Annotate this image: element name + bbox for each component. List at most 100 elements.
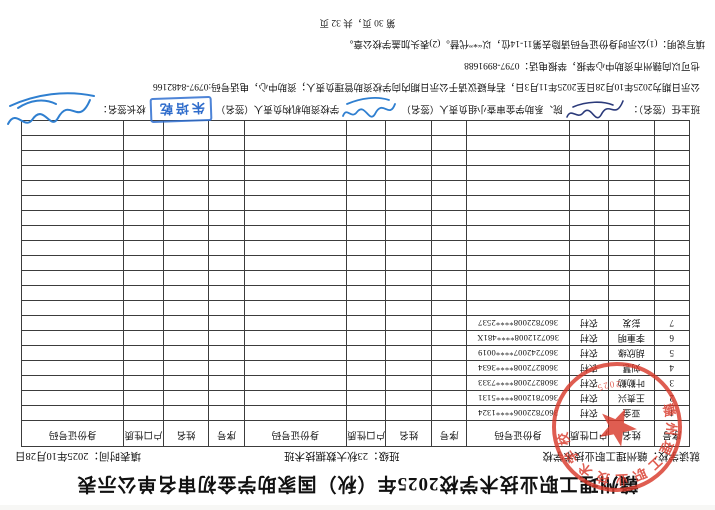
- table-cell: 胡欣缘: [608, 345, 655, 361]
- column-header: 户口性质: [123, 420, 164, 447]
- table-cell: [21, 405, 124, 421]
- table-cell: [123, 135, 164, 151]
- school-field: 就读学校：赣州理工职业技术学校: [543, 449, 701, 464]
- column-header: 身份证号码: [466, 420, 570, 447]
- table-cell: [123, 270, 164, 286]
- table-cell: [569, 180, 609, 196]
- table-cell: [163, 225, 209, 241]
- table-cell: [21, 240, 124, 256]
- table-row: 7 彭发 农村 3607822008****2537: [21, 315, 690, 331]
- table-row: 6 李重明 农村 3607212008****481X: [21, 330, 690, 346]
- table-cell: [208, 210, 245, 226]
- table-cell: [21, 225, 124, 241]
- table-cell: [431, 165, 467, 181]
- table-cell: [608, 165, 655, 181]
- head-teacher-signature: [565, 100, 624, 119]
- table-cell: [466, 240, 570, 256]
- table-cell: 3607212008****481X: [466, 330, 570, 346]
- column-header: 身份证号码: [21, 420, 124, 447]
- table-cell: [385, 405, 432, 421]
- table-cell: [208, 195, 245, 211]
- table-cell: [163, 300, 209, 316]
- review-group-signature: [342, 97, 397, 118]
- table-cell: [244, 375, 347, 391]
- table-row: [21, 240, 690, 256]
- table-cell: [569, 270, 609, 286]
- table-cell: [163, 360, 209, 376]
- table-cell: [654, 180, 690, 196]
- table-cell: [123, 375, 164, 391]
- table-cell: [466, 210, 570, 226]
- table-row: [21, 165, 690, 181]
- page-number: 第 30 页，共 32 页: [319, 17, 396, 27]
- table-cell: [385, 315, 432, 331]
- table-cell: 3607812008****5131: [466, 390, 570, 406]
- table-cell: [123, 150, 164, 166]
- table-cell: [163, 150, 209, 166]
- table-cell: [569, 225, 609, 241]
- table-cell: [123, 255, 164, 271]
- table-cell: [569, 285, 609, 301]
- table-cell: [569, 165, 609, 181]
- table-cell: [244, 315, 347, 331]
- table-cell: 农村: [569, 330, 609, 346]
- table-cell: [123, 330, 164, 346]
- table-cell: [208, 330, 245, 346]
- table-cell: [21, 180, 124, 196]
- table-cell: [569, 255, 609, 271]
- table-cell: [123, 195, 164, 211]
- table-cell: [385, 180, 432, 196]
- table-cell: [208, 240, 245, 256]
- table-cell: [21, 270, 124, 286]
- table-cell: [208, 150, 245, 166]
- table-cell: [431, 240, 467, 256]
- table-cell: [123, 180, 164, 196]
- table-cell: [608, 270, 655, 286]
- head-teacher-label: 班主任（签名）：: [628, 103, 700, 113]
- table-row: [21, 270, 690, 286]
- report-notice: 也可以向赣州市资助中心举报，举报电话：0797-8991688: [464, 60, 700, 70]
- column-header: 户口性质: [346, 420, 386, 447]
- table-cell: [431, 375, 467, 391]
- table-cell: [466, 165, 570, 181]
- table-row: [21, 150, 690, 166]
- column-header: 户口性质: [569, 420, 609, 447]
- table-cell: 亚金: [608, 405, 655, 421]
- table-cell: 3607242007****0019: [466, 345, 570, 361]
- table-cell: [21, 375, 124, 391]
- table-cell: [208, 135, 245, 151]
- table-cell: 农村: [569, 390, 609, 406]
- table-cell: 3608272008****3634: [466, 360, 570, 376]
- school-label: 就读学校：: [647, 450, 701, 461]
- table-cell: [208, 345, 245, 361]
- table-cell: 6: [654, 330, 690, 346]
- school-value: 赣州理工职业技术学校: [542, 450, 648, 461]
- table-cell: [163, 195, 209, 211]
- table-cell: [21, 210, 124, 226]
- table-row: [21, 255, 690, 271]
- table-cell: [123, 315, 164, 331]
- table-cell: [346, 390, 386, 406]
- table-cell: 农村: [569, 375, 609, 391]
- table-cell: [346, 180, 386, 196]
- table-cell: [346, 360, 386, 376]
- signature-line: 班主任（签名）： 院、系助学金审查小组负责人（签名） 学校资助机构负责人（签名）…: [7, 92, 700, 127]
- table-cell: [346, 150, 386, 166]
- table-cell: [21, 345, 124, 361]
- table-cell: [346, 315, 386, 331]
- table-cell: [163, 240, 209, 256]
- table-cell: [163, 405, 209, 421]
- date-field: 填表时间：2025年10月28日: [15, 449, 141, 464]
- table-cell: [208, 225, 245, 241]
- table-cell: [385, 255, 432, 271]
- table-cell: [431, 345, 467, 361]
- table-cell: [163, 285, 209, 301]
- table-cell: [654, 165, 690, 181]
- table-cell: [431, 405, 467, 421]
- aid-office-label: 学校资助机构负责人（签名）: [215, 103, 340, 113]
- table-cell: [466, 195, 570, 211]
- table-cell: [208, 180, 245, 196]
- table-cell: [346, 285, 386, 301]
- table-cell: [244, 300, 347, 316]
- table-cell: [244, 330, 347, 346]
